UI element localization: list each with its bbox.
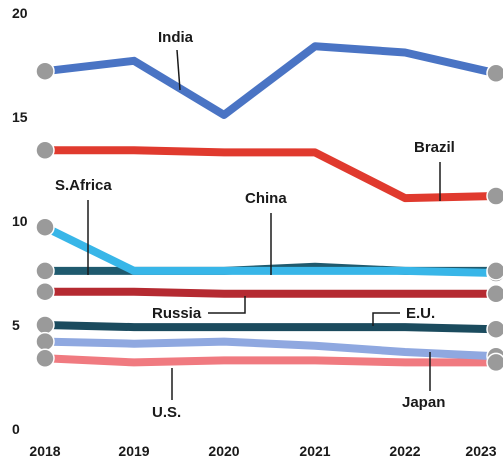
x-tick-label-2019: 2019 — [118, 443, 149, 459]
series-line-india — [41, 42, 500, 119]
series-label-japan: Japan — [402, 394, 445, 411]
end-marker-e-u-2023 — [486, 319, 503, 339]
end-marker-china-2018 — [35, 261, 55, 281]
y-tick-label-15: 15 — [12, 109, 28, 125]
series-label-india: India — [158, 29, 194, 46]
x-tick-label-2023: 2023 — [465, 443, 496, 459]
end-marker-brazil-2018 — [35, 140, 55, 161]
end-marker-u-s-2018 — [35, 348, 55, 369]
series-markers — [35, 61, 503, 373]
series-lines — [41, 42, 500, 367]
end-marker-india-2023 — [486, 63, 503, 84]
end-marker-brazil-2023 — [486, 186, 503, 206]
leader-line-russia — [208, 296, 246, 314]
end-marker-s-africa-2018 — [35, 217, 55, 237]
leader-line-india — [176, 49, 181, 91]
end-marker-e-u-2018 — [35, 315, 55, 335]
end-marker-india-2018 — [35, 61, 55, 81]
end-marker-russia-2023 — [486, 284, 503, 304]
end-marker-u-s-2023 — [486, 352, 503, 373]
end-marker-russia-2018 — [35, 281, 55, 302]
series-line-japan — [41, 337, 500, 361]
series-label-russia: Russia — [152, 305, 202, 322]
leader-line-e-u — [372, 312, 400, 326]
series-line-brazil — [41, 146, 500, 203]
end-marker-china-2023 — [486, 261, 503, 281]
end-marker-japan-2018 — [35, 331, 55, 352]
x-tick-label-2021: 2021 — [299, 443, 330, 459]
y-tick-label-0: 0 — [12, 421, 20, 437]
y-tick-label-20: 20 — [12, 5, 28, 21]
series-label-s-africa: S.Africa — [55, 177, 112, 194]
axis-ticks: 0 5 10 15 20 2018 2019 2020 2021 2022 2023 — [12, 5, 497, 459]
series-label-e-u: E.U. — [406, 305, 435, 322]
series-label-brazil: Brazil — [414, 139, 455, 156]
x-tick-label-2018: 2018 — [29, 443, 60, 459]
y-tick-label-5: 5 — [12, 317, 20, 333]
series-label-u-s: U.S. — [152, 404, 181, 421]
x-tick-label-2020: 2020 — [208, 443, 239, 459]
label-leader-lines — [87, 49, 441, 400]
series-labels: India Brazil S.Africa China Russia E.U. Japan U… — [55, 29, 455, 421]
series-line-s-africa — [41, 223, 500, 277]
x-tick-label-2022: 2022 — [389, 443, 420, 459]
series-line-u-s — [41, 354, 500, 367]
series-label-china: China — [245, 190, 287, 207]
series-line-russia — [41, 287, 500, 298]
y-tick-label-10: 10 — [12, 213, 28, 229]
series-line-e-u — [41, 321, 500, 334]
